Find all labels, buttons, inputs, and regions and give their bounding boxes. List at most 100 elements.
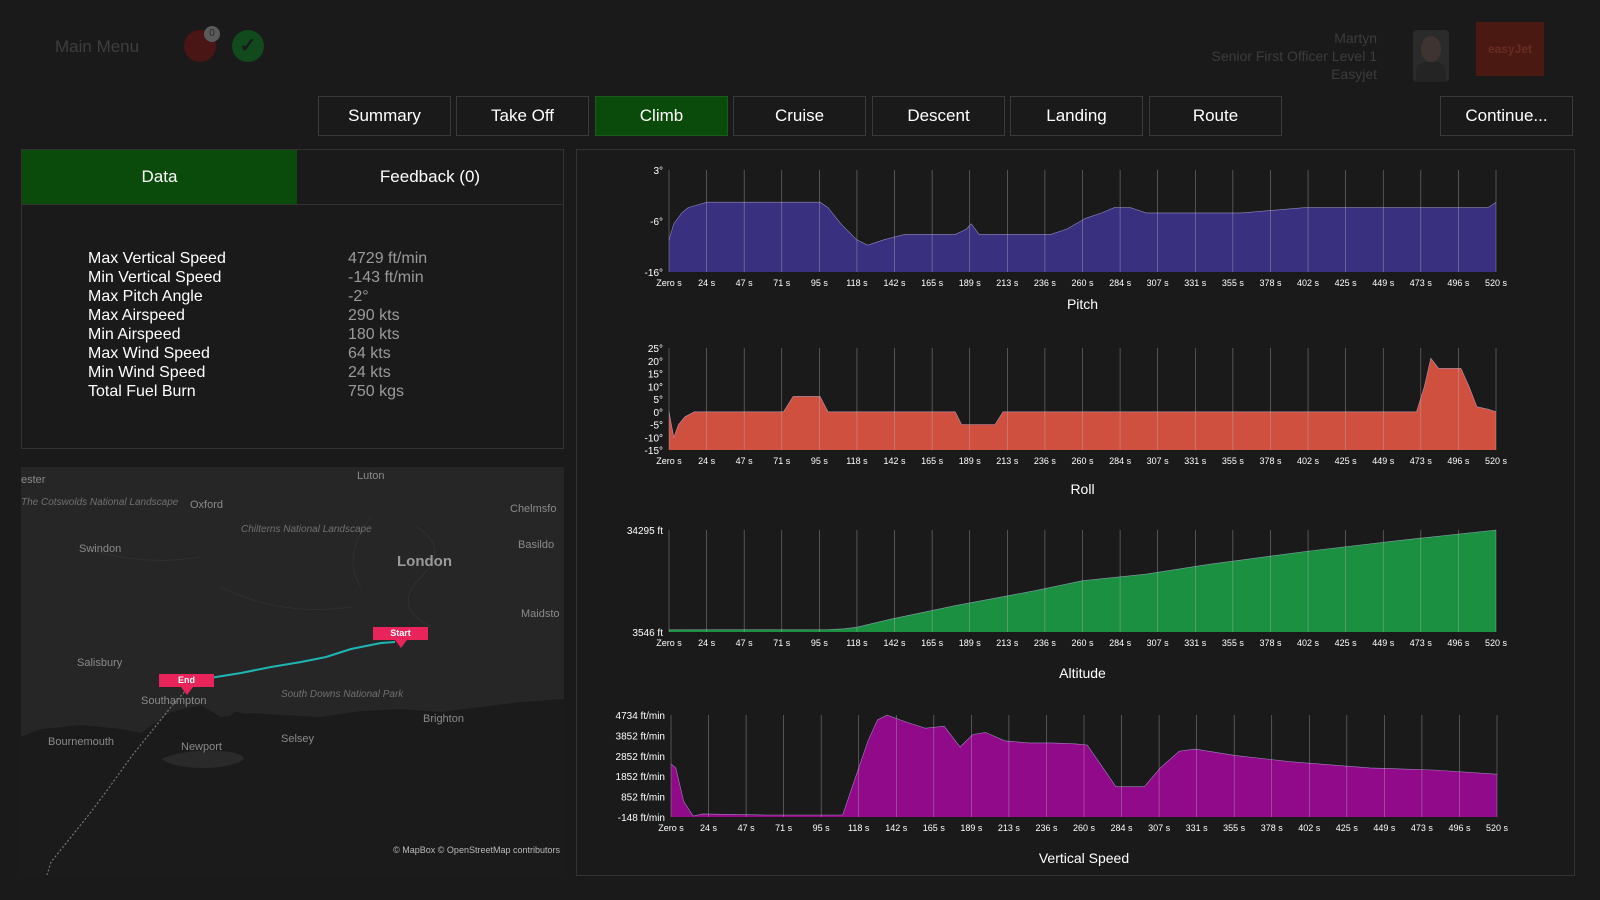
stat-label: Max Wind Speed <box>88 345 210 362</box>
charts-panel: Zero s 24 s 47 s 71 s 95 s 118 s 142 s 165 s 189… <box>576 149 1575 876</box>
route-map[interactable]: ester Luton Oxford Chelmsfo Swindon Lond… <box>21 467 564 875</box>
tab-data[interactable]: Data <box>22 150 297 204</box>
series-area <box>669 358 1496 450</box>
map-place: Maidsto <box>521 608 560 620</box>
stat-label: Max Vertical Speed <box>88 250 226 267</box>
chart-roll: Zero s 24 s 47 s 71 s 95 s 118 s 142 s 165 s 189… <box>645 344 1508 466</box>
x-tick-label: 47 s <box>738 823 756 833</box>
stat-label: Min Vertical Speed <box>88 269 222 286</box>
tab-take-off[interactable]: Take Off <box>456 96 589 136</box>
x-tick-label: 236 s <box>1035 823 1058 833</box>
continue-button[interactable]: Continue... <box>1440 96 1573 136</box>
chart-vertical-speed: Zero s 24 s 47 s 71 s 95 s 118 s 142 s 165 s 189… <box>616 711 1509 833</box>
y-tick-label: -148 ft/min <box>618 813 665 824</box>
x-tick-label: 189 s <box>959 638 982 648</box>
x-tick-label: 95 s <box>811 278 829 288</box>
x-tick-label: 47 s <box>736 456 754 466</box>
end-marker[interactable]: End <box>159 674 214 695</box>
tab-summary[interactable]: Summary <box>318 96 451 136</box>
alert-count-badge: 0 <box>204 26 220 42</box>
chart-altitude: Zero s 24 s 47 s 71 s 95 s 118 s 142 s 165 s 189… <box>627 526 1508 648</box>
chart-title: Altitude <box>1059 665 1106 681</box>
map-place: Chelmsfo <box>510 503 557 515</box>
stat-label: Total Fuel Burn <box>88 383 196 400</box>
x-tick-label: 520 s <box>1485 456 1508 466</box>
x-tick-label: 95 s <box>811 456 829 466</box>
map-place: Luton <box>357 470 385 482</box>
easyjet-logo: easyJet <box>1476 22 1544 76</box>
x-tick-label: 95 s <box>813 823 831 833</box>
series-line <box>670 714 1498 817</box>
series-line <box>668 357 1497 439</box>
stat-value: -2° <box>348 288 369 305</box>
x-tick-label: 165 s <box>921 456 944 466</box>
y-tick-label: 20° <box>648 357 663 368</box>
x-tick-label: Zero s <box>658 823 684 833</box>
avatar[interactable] <box>1413 30 1449 82</box>
y-tick-label: -15° <box>645 446 663 457</box>
map-place: London <box>397 553 452 570</box>
x-tick-label: 260 s <box>1071 456 1094 466</box>
stat-value: 24 kts <box>348 364 391 381</box>
data-panel: Data Feedback (0) Max Vertical Speed 4729… <box>21 149 564 449</box>
x-tick-label: 284 s <box>1109 456 1132 466</box>
map-place: ester <box>21 474 46 486</box>
tab-feedback[interactable]: Feedback (0) <box>379 167 481 186</box>
x-tick-label: 402 s <box>1297 278 1320 288</box>
main-menu-link[interactable]: Main Menu <box>55 37 140 56</box>
x-tick-label: 284 s <box>1109 278 1132 288</box>
x-tick-label: 284 s <box>1111 823 1134 833</box>
x-tick-label: 378 s <box>1261 823 1284 833</box>
x-tick-label: 425 s <box>1336 823 1359 833</box>
x-tick-label: 284 s <box>1109 638 1132 648</box>
tab-landing[interactable]: Landing <box>1010 96 1143 136</box>
alert-status-icon[interactable]: 0 <box>184 26 220 62</box>
stat-value: 180 kts <box>348 326 400 343</box>
x-tick-label: 213 s <box>996 456 1019 466</box>
x-tick-label: 355 s <box>1222 456 1245 466</box>
x-tick-label: 449 s <box>1373 823 1396 833</box>
x-tick-label: 71 s <box>773 278 791 288</box>
map-place: Basildo <box>518 539 555 551</box>
x-tick-label: 142 s <box>884 278 907 288</box>
y-tick-label: 10° <box>648 382 663 393</box>
tab-climb[interactable]: Climb <box>595 96 728 136</box>
x-tick-label: 118 s <box>846 638 868 648</box>
stat-label: Min Wind Speed <box>88 364 206 381</box>
x-tick-label: 355 s <box>1223 823 1246 833</box>
y-tick-label: 15° <box>648 370 663 381</box>
series-line <box>668 529 1497 631</box>
start-marker[interactable]: Start <box>373 627 428 648</box>
chart-title: Roll <box>1070 481 1095 497</box>
check-status-icon[interactable]: ✓ <box>232 30 264 62</box>
x-tick-label: 496 s <box>1447 278 1470 288</box>
x-tick-label: 142 s <box>884 638 907 648</box>
stat-value: 750 kgs <box>348 383 405 400</box>
map-attribution: © MapBox © OpenStreetMap contributors <box>393 845 560 855</box>
tab-cruise[interactable]: Cruise <box>733 96 866 136</box>
x-tick-label: 449 s <box>1372 456 1395 466</box>
map-place: Oxford <box>190 499 224 511</box>
user-info: Martyn Senior First Officer Level 1 Easy… <box>1212 29 1377 83</box>
stat-label: Max Pitch Angle <box>88 288 203 305</box>
x-tick-label: 189 s <box>960 823 983 833</box>
map-park: Chilterns National Landscape <box>241 524 372 535</box>
tab-descent[interactable]: Descent <box>872 96 1005 136</box>
x-tick-label: 260 s <box>1073 823 1096 833</box>
chart-pitch: Zero s 24 s 47 s 71 s 95 s 118 s 142 s 165 s 189… <box>645 166 1508 288</box>
x-tick-label: 496 s <box>1447 456 1470 466</box>
x-tick-label: 307 s <box>1147 638 1170 648</box>
x-tick-label: 473 s <box>1410 638 1433 648</box>
x-tick-label: 425 s <box>1335 638 1358 648</box>
y-tick-label: 3852 ft/min <box>616 731 665 742</box>
tab-route[interactable]: Route <box>1149 96 1282 136</box>
map-place: Bournemouth <box>48 736 115 748</box>
map-place: Salisbury <box>77 657 123 669</box>
x-tick-label: 142 s <box>884 456 907 466</box>
x-tick-label: 165 s <box>921 638 944 648</box>
x-tick-label: 118 s <box>848 823 870 833</box>
map-park: South Downs National Park <box>281 689 404 700</box>
x-tick-label: 402 s <box>1297 456 1320 466</box>
x-tick-label: 71 s <box>775 823 793 833</box>
stat-value: 64 kts <box>348 345 391 362</box>
